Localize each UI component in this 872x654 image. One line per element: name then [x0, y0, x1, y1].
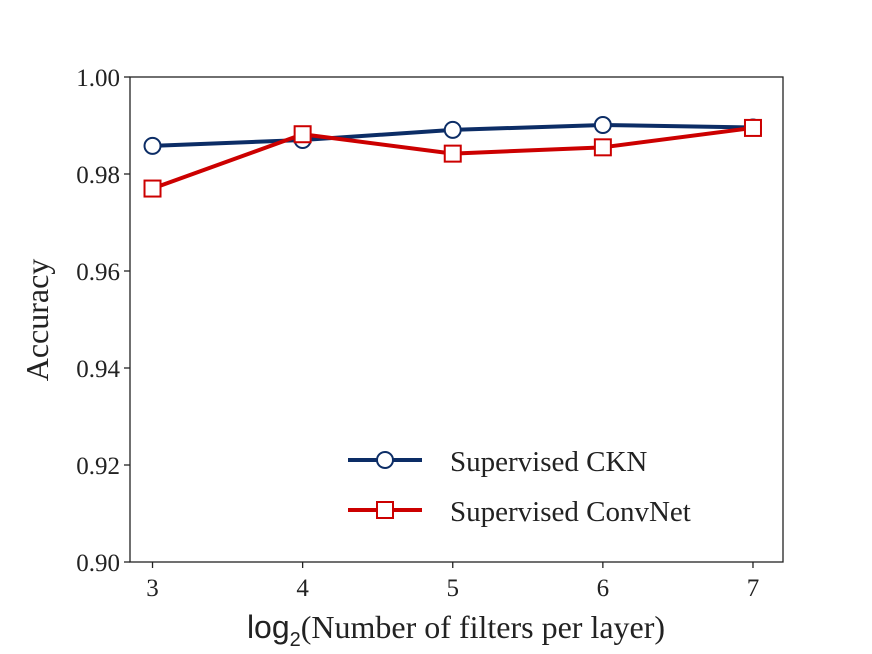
- legend-entry-ckn: Supervised CKN: [348, 446, 647, 478]
- series-layer: [143, 116, 762, 198]
- ckn-point: [593, 116, 612, 135]
- legend-label-convnet: Supervised ConvNet: [450, 496, 691, 528]
- y-tick-label: 0.98: [76, 162, 120, 189]
- legend-marker-circle: [376, 451, 394, 469]
- x-tick-label: 4: [296, 575, 309, 602]
- convnet-point: [743, 118, 762, 137]
- x-axis-label-rest: (Number of filters per layer): [301, 609, 665, 645]
- x-tick-label: 6: [597, 575, 610, 602]
- y-tick-label: 0.92: [76, 453, 120, 480]
- x-tick-label: 5: [446, 575, 459, 602]
- ckn-point: [443, 120, 462, 139]
- x-tick-label: 3: [146, 575, 159, 602]
- x-axis-label: log2(Number of filters per layer): [247, 609, 665, 651]
- convnet-point: [443, 144, 462, 163]
- legend-marker-square: [376, 501, 394, 519]
- x-axis-label-subscript: 2: [290, 629, 301, 651]
- y-axis-ticks: 0.90 0.92 0.94 0.96 0.98 1.00: [76, 65, 130, 577]
- y-tick-label: 0.96: [76, 259, 120, 286]
- y-axis-label: Accuracy: [19, 259, 55, 382]
- legend-entry-convnet: Supervised ConvNet: [348, 496, 691, 528]
- plot-frame: [129, 76, 784, 563]
- y-tick-label: 0.90: [76, 550, 120, 577]
- x-tick-label: 7: [747, 575, 760, 602]
- convnet-point: [593, 138, 612, 157]
- y-tick-label: 0.94: [76, 356, 120, 383]
- legend: Supervised CKN Supervised ConvNet: [348, 446, 691, 528]
- x-axis-label-log: log: [247, 609, 290, 645]
- legend-label-ckn: Supervised CKN: [450, 446, 647, 478]
- y-tick-label: 1.00: [76, 65, 120, 92]
- convnet-point: [143, 179, 162, 198]
- ckn-point: [143, 136, 162, 155]
- convnet-point: [293, 125, 312, 144]
- x-axis-ticks: 3 4 5 6 7: [146, 562, 759, 602]
